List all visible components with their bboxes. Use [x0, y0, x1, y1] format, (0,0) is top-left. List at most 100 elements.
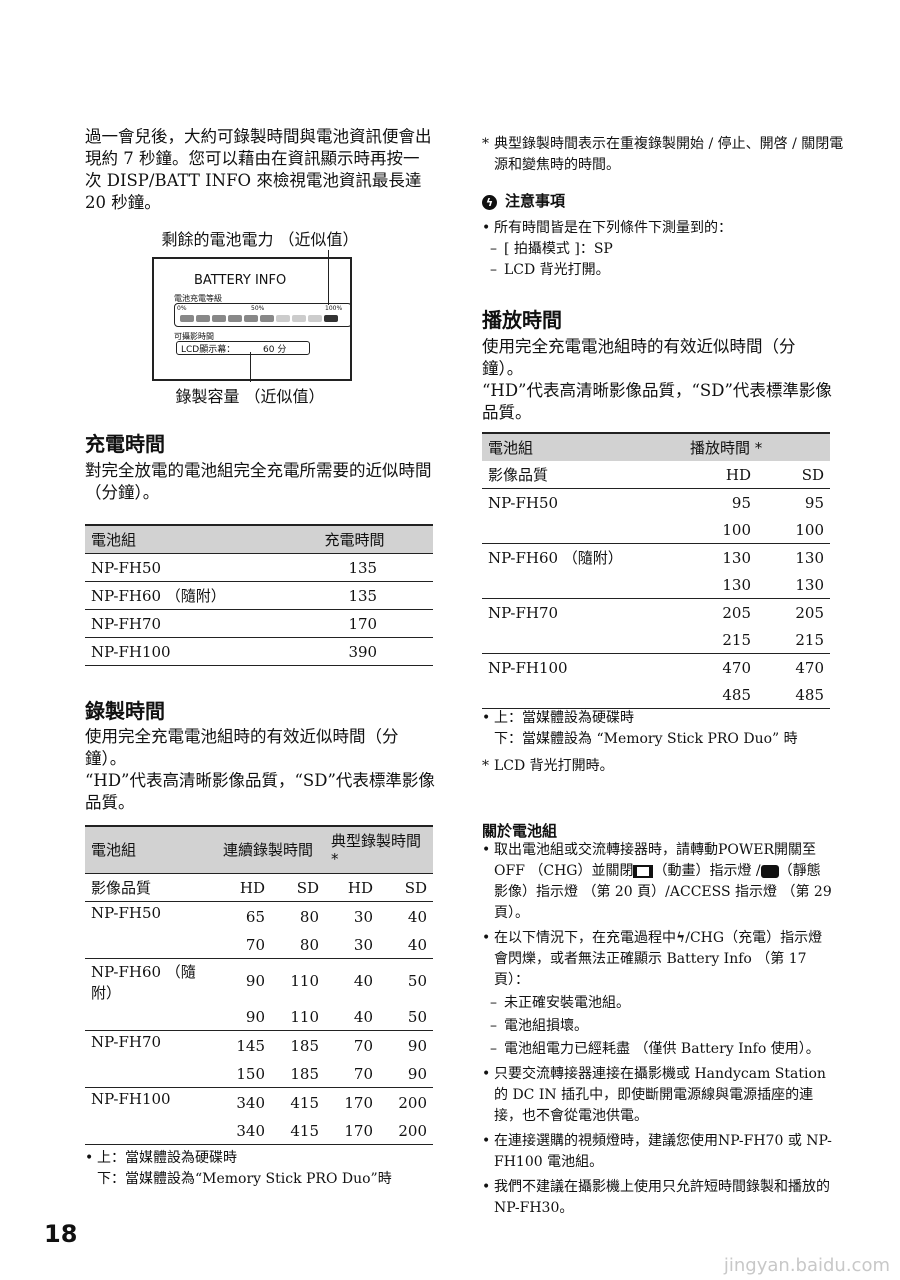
table-row: 215 215	[482, 626, 830, 654]
table-cell: 130	[795, 575, 824, 594]
battery-name	[482, 571, 684, 599]
battery-name	[85, 1117, 217, 1145]
table-cell: SD	[271, 873, 325, 902]
table-cell: SD	[801, 465, 824, 484]
battery-name	[482, 516, 684, 544]
table-cell: 80	[299, 935, 319, 954]
charge-segment	[228, 315, 242, 322]
record-notes: 上：當媒體設為硬碟時 下：當媒體設為“Memory Stick PRO Duo”…	[85, 1148, 435, 1190]
table-cell: 40	[325, 958, 379, 1003]
table-row: NP-FH60 （隨附） 130 130	[482, 543, 830, 571]
battery-name: NP-FH50	[85, 901, 217, 931]
sub-item: 電池組損壞。	[482, 1016, 832, 1037]
table-row: 130 130	[482, 571, 830, 599]
caution-title: 注意事項	[505, 192, 566, 210]
table-cell: NP-FH70	[85, 609, 319, 638]
table-subheader: 影像品質 HD SD	[482, 461, 830, 489]
table-cell: NP-FH60 （隨附）	[85, 581, 319, 610]
bullet-text: （靜態影像）指示燈 （第 20 頁）/ACCESS 指示燈 （第 29 頁）。	[494, 863, 832, 921]
table-cell: 50	[379, 958, 433, 1003]
table-cell: 70	[325, 1030, 379, 1060]
section-title-charge: 充電時間	[85, 432, 165, 456]
table-cell: 電池組	[482, 433, 684, 461]
table-cell: 50	[407, 1007, 427, 1026]
record-desc-2: “HD”代表高清晰影像品質，“SD”代表標準影像品質。	[85, 771, 435, 812]
table-cell: 340	[236, 1121, 265, 1140]
table-cell: 90	[379, 1030, 433, 1060]
caution-item: LCD 背光打開。	[482, 260, 832, 281]
table-cell: 典型錄製時間 *	[325, 826, 433, 874]
table-row: NP-FH50 95 95	[482, 488, 830, 516]
charge-segment	[292, 315, 306, 322]
table-cell: 100	[722, 520, 751, 539]
section-title-record: 錄製時間	[85, 699, 165, 723]
battery-name: NP-FH100	[85, 1087, 217, 1117]
charge-segment	[244, 315, 258, 322]
typical-footnote: * 典型錄製時間表示在重複錄製開始 / 停止、開啓 / 關閉電源和變焦時的時間。	[482, 136, 844, 173]
battery-name	[482, 626, 684, 654]
table-cell: 70	[353, 1064, 373, 1083]
caution-heading: ϟ 注意事項	[482, 190, 565, 211]
table-cell: 40	[353, 1007, 373, 1026]
battery-name: NP-FH60 （隨附）	[85, 958, 217, 1003]
table-row: NP-FH70 170	[85, 609, 433, 638]
note-bottom: 下：當媒體設為“Memory Stick PRO Duo”時	[97, 1171, 392, 1187]
intro-paragraph: 過一會兒後，大約可錄製時間與電池資訊便會出現約 7 秒鐘。您可以藉由在資訊顯示時…	[85, 127, 432, 212]
camera-icon	[760, 864, 779, 878]
table-cell: 30	[325, 901, 379, 931]
table-cell: 340	[217, 1087, 271, 1117]
table-row: NP-FH50 135	[85, 553, 433, 582]
watermark: jingyan.baidu.com	[723, 1255, 890, 1276]
table-cell: 70	[245, 935, 265, 954]
lcd-note: LCD 背光打開時。	[494, 758, 614, 774]
table-subheader: 影像品質 HD SD HD SD	[85, 873, 433, 902]
table-cell: NP-FH50	[85, 553, 319, 582]
scale-0: 0%	[177, 305, 187, 312]
table-cell: 40	[379, 901, 433, 931]
battery-name	[85, 1060, 217, 1088]
table-row: 70 80 30 40	[85, 931, 433, 959]
charge-segment	[212, 315, 226, 322]
table-cell: 40	[407, 935, 427, 954]
lcd-label: LCD顯示幕：	[181, 345, 236, 355]
table-cell: 145	[217, 1030, 271, 1060]
table-row: 100 100	[482, 516, 830, 544]
table-cell: 185	[290, 1064, 319, 1083]
sub-item: 未正確安裝電池組。	[482, 993, 832, 1014]
table-cell: SD	[379, 873, 433, 902]
table-row: 150 185 70 90	[85, 1060, 433, 1088]
table-cell: 90	[407, 1064, 427, 1083]
charge-segments	[180, 315, 338, 322]
about-battery-title: 關於電池組	[482, 822, 558, 840]
table-cell: 150	[236, 1064, 265, 1083]
table-row: NP-FH70 145 185 70 90	[85, 1030, 433, 1060]
battery-name: NP-FH70	[482, 598, 684, 626]
table-cell: 90	[245, 1007, 265, 1026]
table-row: NP-FH100 390	[85, 637, 433, 666]
table-cell: 170	[325, 1087, 379, 1117]
charge-segment	[324, 315, 338, 322]
table-row: NP-FH60 （隨附） 135	[85, 581, 433, 610]
charge-desc: 對完全放電的電池組完全充電所需要的近似時間 （分鐘）。	[85, 461, 432, 502]
table-cell: 470	[757, 653, 830, 681]
battery-info-figure: BATTERY INFO 電池充電等級 0% 50% 100% 可攝影時間 LC…	[152, 257, 352, 381]
section-title-play: 播放時間	[482, 308, 562, 332]
table-header: 電池組 播放時間 *	[482, 433, 830, 461]
about-battery-list: 取出電池組或交流轉接器時，請轉動POWER開關至 OFF （CHG）並關閉（動畫…	[482, 840, 832, 1219]
bullet-text: 在以下情況下，在充電過程中	[494, 930, 676, 946]
table-cell: 90	[217, 958, 271, 1003]
table-cell: 415	[290, 1121, 319, 1140]
scale-100: 100%	[325, 305, 343, 312]
caution-bullet: 所有時間皆是在下列條件下測量到的：	[482, 218, 832, 239]
table-cell: 170	[344, 1121, 373, 1140]
table-cell: 影像品質	[488, 466, 549, 484]
battery-name	[85, 931, 217, 959]
battery-name: NP-FH70	[85, 1030, 217, 1060]
table-cell: 215	[795, 630, 824, 649]
charge-segment	[180, 315, 194, 322]
leader-line	[250, 352, 251, 382]
table-cell: 135	[318, 581, 433, 610]
table-cell: 65	[217, 901, 271, 931]
charge-segment	[276, 315, 290, 322]
table-cell: 130	[722, 575, 751, 594]
